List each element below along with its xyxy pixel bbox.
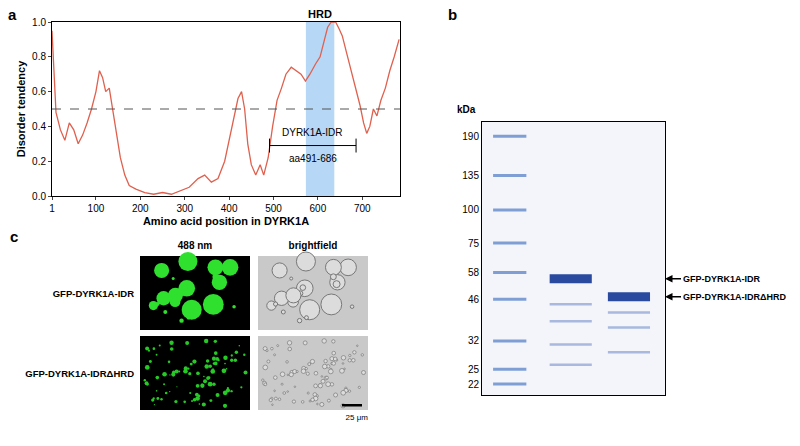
svg-text:a: a — [8, 6, 17, 23]
svg-text:0.6: 0.6 — [32, 86, 46, 97]
svg-text:1: 1 — [49, 203, 55, 214]
svg-text:brightfield: brightfield — [289, 240, 338, 251]
svg-text:46: 46 — [468, 294, 480, 305]
svg-text:100: 100 — [88, 203, 105, 214]
svg-text:25: 25 — [468, 364, 480, 375]
svg-text:1.0: 1.0 — [32, 17, 46, 28]
svg-text:100: 100 — [462, 204, 479, 215]
svg-text:GFP-DYRK1A-IDRΔHRD: GFP-DYRK1A-IDRΔHRD — [683, 292, 786, 302]
svg-text:488 nm: 488 nm — [178, 240, 213, 251]
svg-text:300: 300 — [176, 203, 193, 214]
svg-text:58: 58 — [468, 267, 480, 278]
svg-text:25 μm: 25 μm — [346, 413, 369, 422]
svg-text:HRD: HRD — [308, 8, 332, 20]
svg-text:75: 75 — [468, 238, 480, 249]
svg-text:c: c — [10, 228, 18, 245]
svg-text:Disorder tendency: Disorder tendency — [15, 60, 27, 157]
svg-text:0.2: 0.2 — [32, 156, 46, 167]
svg-text:Amino acid position in DYRK1A: Amino acid position in DYRK1A — [143, 215, 309, 227]
svg-text:0.8: 0.8 — [32, 51, 46, 62]
svg-text:200: 200 — [132, 203, 149, 214]
svg-text:0.4: 0.4 — [32, 121, 46, 132]
svg-text:22: 22 — [468, 379, 480, 390]
svg-text:GFP-DYRK1A-IDR: GFP-DYRK1A-IDR — [683, 274, 761, 284]
svg-text:32: 32 — [468, 335, 480, 346]
svg-text:400: 400 — [221, 203, 238, 214]
svg-text:kDa: kDa — [457, 104, 476, 115]
svg-text:GFP-DYRK1A-IDRΔHRD: GFP-DYRK1A-IDRΔHRD — [25, 368, 134, 379]
svg-text:500: 500 — [265, 203, 282, 214]
svg-text:DYRK1A-IDR: DYRK1A-IDR — [282, 127, 343, 138]
svg-text:600: 600 — [310, 203, 327, 214]
svg-text:b: b — [448, 6, 457, 23]
svg-text:0.0: 0.0 — [32, 191, 46, 202]
svg-text:GFP-DYRK1A-IDR: GFP-DYRK1A-IDR — [53, 288, 134, 299]
svg-text:700: 700 — [354, 203, 371, 214]
svg-text:135: 135 — [462, 170, 479, 181]
svg-text:190: 190 — [462, 131, 479, 142]
svg-text:aa491-686: aa491-686 — [289, 153, 337, 164]
